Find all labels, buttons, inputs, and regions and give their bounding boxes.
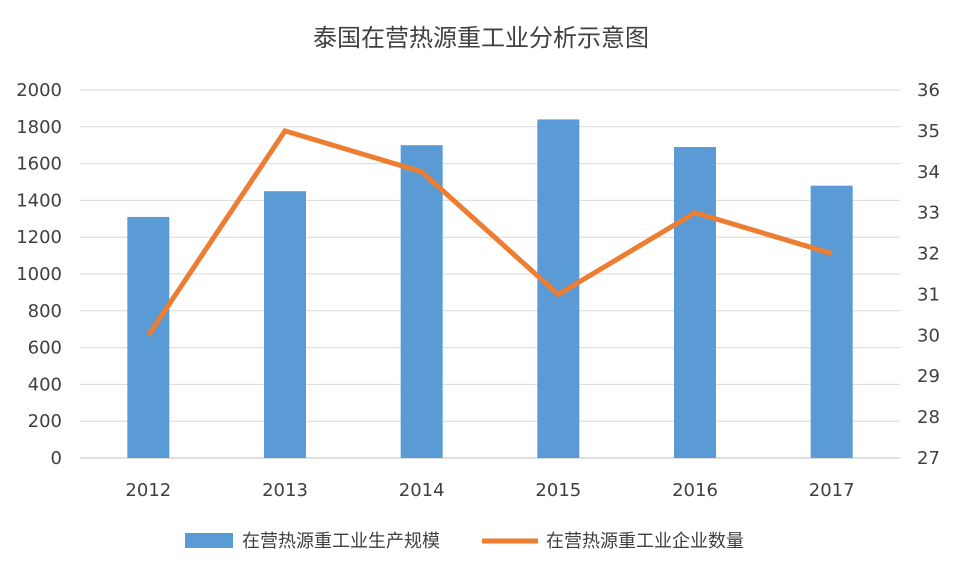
x-tick-label: 2017 [809,480,855,501]
left-tick-label: 0 [51,448,62,469]
x-axis: 2012 2013 2014 2015 2016 2017 [125,480,854,501]
bar [674,147,716,459]
legend-swatch-bar [185,533,233,548]
left-tick-label: 800 [28,301,62,322]
right-tick-label: 31 [917,284,940,305]
right-tick-label: 30 [917,325,940,346]
x-tick-label: 2015 [535,480,581,501]
legend-label-line: 在营热源重工业企业数量 [546,531,744,552]
bar [127,216,170,458]
line-series [146,127,833,337]
right-tick-label: 28 [917,407,940,428]
right-tick-label: 29 [917,366,940,387]
legend-label-bar: 在营热源重工业生产规模 [242,531,440,552]
series-line [146,127,833,337]
right-tick-label: 36 [917,80,940,101]
gridlines [80,89,900,459]
bar [810,185,853,458]
right-tick-label: 33 [917,203,940,224]
x-tick-label: 2012 [125,480,171,501]
right-tick-label: 27 [917,448,940,469]
x-tick-label: 2013 [262,480,308,501]
x-tick-label: 2016 [672,480,718,501]
left-tick-label: 1200 [16,227,62,248]
x-tick-label: 2014 [399,480,445,501]
right-axis: 27 28 29 30 31 32 33 34 35 36 [917,80,940,469]
left-tick-label: 200 [28,411,62,432]
right-tick-label: 34 [917,162,940,183]
bar [264,191,306,458]
bar [400,145,443,458]
left-tick-label: 1600 [16,154,62,175]
left-axis: 0 200 400 600 800 1000 1200 1400 1600 1800 2000 [16,80,62,469]
chart-title: 泰国在营热源重工业分析示意图 [313,24,649,52]
left-tick-label: 2000 [16,80,62,101]
left-tick-label: 400 [28,374,62,395]
right-tick-label: 32 [917,244,940,265]
legend: 在营热源重工业生产规模 在营热源重工业企业数量 [185,531,744,552]
left-tick-label: 1400 [16,190,62,211]
left-tick-label: 1800 [16,117,62,138]
left-tick-label: 1000 [16,264,62,285]
bar [537,119,580,458]
right-tick-label: 35 [917,121,940,142]
left-tick-label: 600 [28,338,62,359]
bar-series [127,119,853,459]
